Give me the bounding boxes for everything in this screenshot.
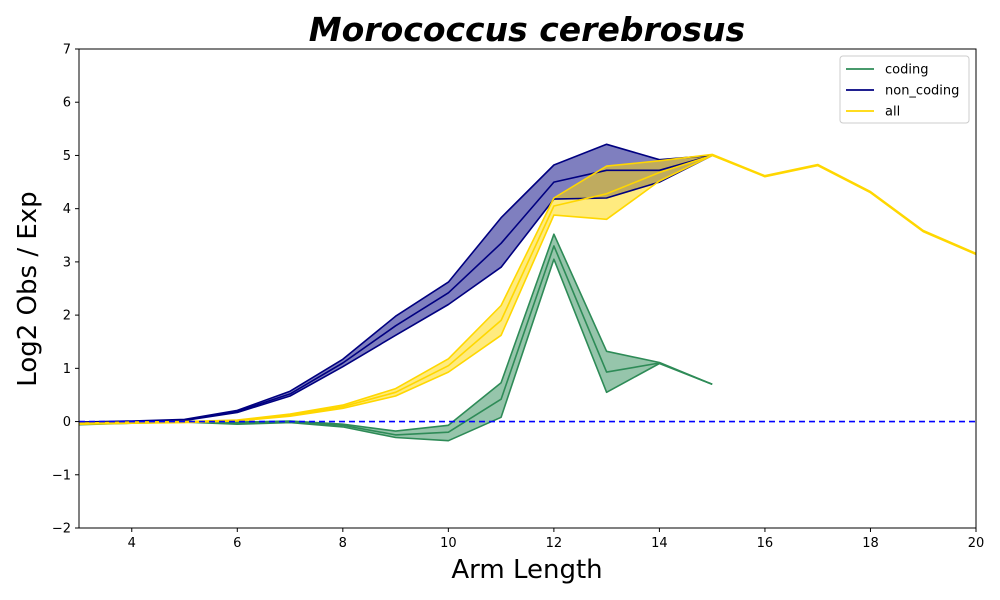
plot-area: [79, 49, 976, 528]
y-axis-ticks: −2 −1 0 1 2 3 4 5 6 7: [52, 43, 79, 537]
legend-box: [839, 55, 970, 124]
x-axis-title: Arm Length: [451, 555, 602, 585]
y-tick-label: 5: [63, 149, 71, 164]
legend-label-non-coding: non_coding: [885, 84, 959, 99]
x-tick-label: 18: [862, 536, 879, 551]
non-coding-mean-line: [79, 154, 713, 424]
chart-title: Morococcus cerebrosus: [309, 10, 745, 49]
y-tick-label: 0: [63, 415, 71, 430]
x-tick-label: 6: [233, 536, 241, 551]
series-lines: [79, 143, 976, 442]
all-mean-line: [79, 154, 976, 425]
y-tick-label: −2: [52, 522, 71, 537]
y-tick-label: 6: [63, 96, 71, 111]
x-tick-label: 14: [651, 536, 668, 551]
x-tick-label: 4: [128, 536, 136, 551]
x-tick-label: 16: [757, 536, 774, 551]
y-tick-label: 7: [63, 43, 71, 58]
y-axis-title: Log2 Obs / Exp: [13, 191, 43, 386]
legend-label-coding: coding: [885, 63, 928, 78]
y-tick-label: −1: [52, 468, 71, 483]
x-axis-ticks: 4 6 8 10 12 14 16 18 20: [128, 528, 985, 551]
y-tick-label: 4: [63, 202, 71, 217]
y-tick-label: 1: [63, 362, 71, 377]
plot-frame: [78, 48, 977, 529]
legend-label-all: all: [885, 105, 900, 120]
y-tick-label: 2: [63, 309, 71, 324]
y-tick-label: 3: [63, 255, 71, 270]
x-tick-label: 12: [546, 536, 563, 551]
x-tick-label: 8: [339, 536, 347, 551]
x-tick-label: 10: [440, 536, 457, 551]
x-tick-label: 20: [968, 536, 985, 551]
